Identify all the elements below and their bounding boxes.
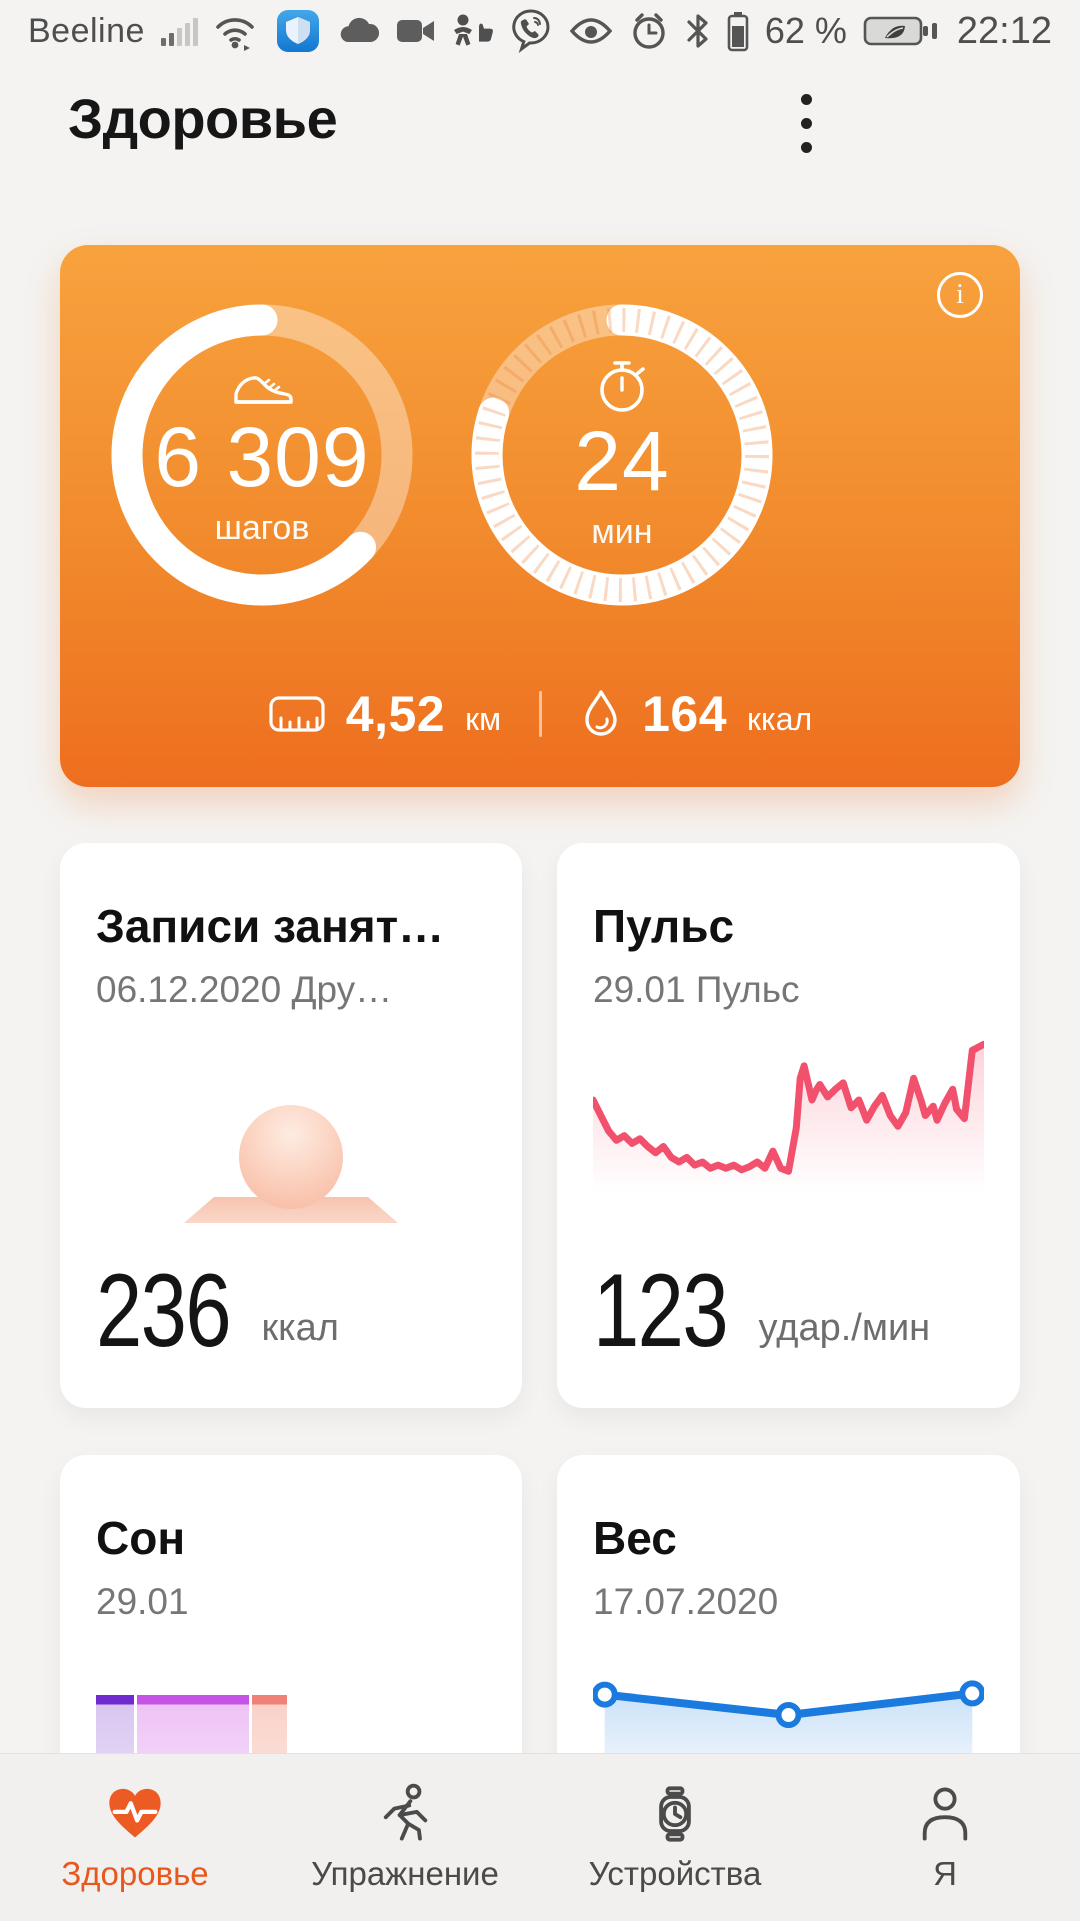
distance-ruler-icon (269, 696, 325, 732)
nav-label-devices: Устройства (588, 1854, 762, 1892)
weight-title: Вес (593, 1512, 677, 1564)
nav-label-me: Я (933, 1854, 957, 1892)
viber-icon (510, 9, 552, 53)
carrier-label: Beeline (28, 11, 145, 50)
stopwatch-icon (600, 360, 645, 412)
calories-value: 164 (642, 686, 728, 742)
distance-value: 4,52 (345, 686, 446, 742)
watch-icon (659, 1785, 691, 1842)
alarm-clock-icon (629, 11, 669, 51)
runner-icon (383, 1783, 428, 1841)
battery-eco-icon (863, 11, 937, 51)
workout-records-subtitle: 06.12.2020 Дру… (96, 969, 393, 1010)
heart-rate-unit: удар./мин (758, 1307, 931, 1349)
steps-ring: 6 309 шагов (97, 290, 427, 620)
eye-icon (569, 15, 613, 47)
info-icon[interactable]: i (937, 272, 983, 318)
steps-unit: шагов (214, 508, 310, 547)
workout-records-card[interactable]: Записи занят… 06.12.2020 Дру… 236 ккал (60, 843, 522, 1408)
battery-percent-label: 62 % (764, 10, 847, 51)
activity-stats-row: 4,52 км 164 ккал (60, 685, 1020, 743)
bottom-navigation: Здоровье Упражнение Устройства Я (0, 1753, 1080, 1921)
nav-item-exercise[interactable]: Упражнение (270, 1754, 540, 1921)
stats-divider (539, 691, 543, 737)
workout-calories-value: 236 (96, 1253, 232, 1370)
video-camera-icon (396, 16, 436, 46)
weight-subtitle: 17.07.2020 (593, 1581, 779, 1622)
workout-calories-unit: ккал (261, 1307, 339, 1349)
nav-label-exercise: Упражнение (311, 1854, 499, 1892)
sleep-subtitle: 29.01 (96, 1581, 189, 1622)
clock-label: 22:12 (956, 9, 1052, 52)
shoe-icon (234, 375, 293, 404)
nav-label-health: Здоровье (61, 1854, 209, 1892)
nav-item-devices[interactable]: Устройства (540, 1754, 810, 1921)
calories-unit: ккал (747, 700, 813, 737)
cloud-icon (336, 14, 380, 48)
distance-unit: км (465, 700, 502, 737)
workout-records-title: Записи занят… (96, 900, 445, 952)
person-icon (922, 1786, 968, 1841)
active-minutes-value: 24 (574, 413, 670, 508)
signal-strength-icon (160, 16, 198, 46)
heart-rate-card[interactable]: Пульс 29.01 Пульс 123 удар./мин (557, 843, 1020, 1408)
heart-rate-title: Пульс (593, 900, 735, 952)
heart-rate-value: 123 (593, 1253, 729, 1370)
page-title: Здоровье (68, 87, 338, 150)
active-minutes-ring: 24 мин (457, 290, 787, 620)
overflow-menu-button[interactable] (786, 94, 826, 154)
active-minutes-unit: мин (591, 512, 653, 551)
heart-rate-subtitle: 29.01 Пульс (593, 969, 800, 1010)
nav-item-me[interactable]: Я (810, 1754, 1080, 1921)
nav-item-health[interactable]: Здоровье (0, 1754, 270, 1921)
odnoklassniki-icon (452, 13, 494, 49)
battery-small-icon (727, 10, 749, 52)
wifi-icon (214, 11, 260, 51)
activity-summary-card[interactable]: i 6 309 шагов (60, 245, 1020, 787)
heart-rate-chart (589, 1038, 988, 1193)
bluetooth-icon (685, 11, 711, 51)
exercise-ball-illustration (60, 1088, 522, 1223)
sleep-title: Сон (96, 1512, 186, 1564)
heart-pulse-icon (109, 1788, 161, 1838)
status-bar: Beeline (0, 0, 1080, 62)
steps-value: 6 309 (154, 409, 370, 504)
shield-app-icon (276, 9, 320, 53)
calories-flame-icon (585, 690, 617, 736)
